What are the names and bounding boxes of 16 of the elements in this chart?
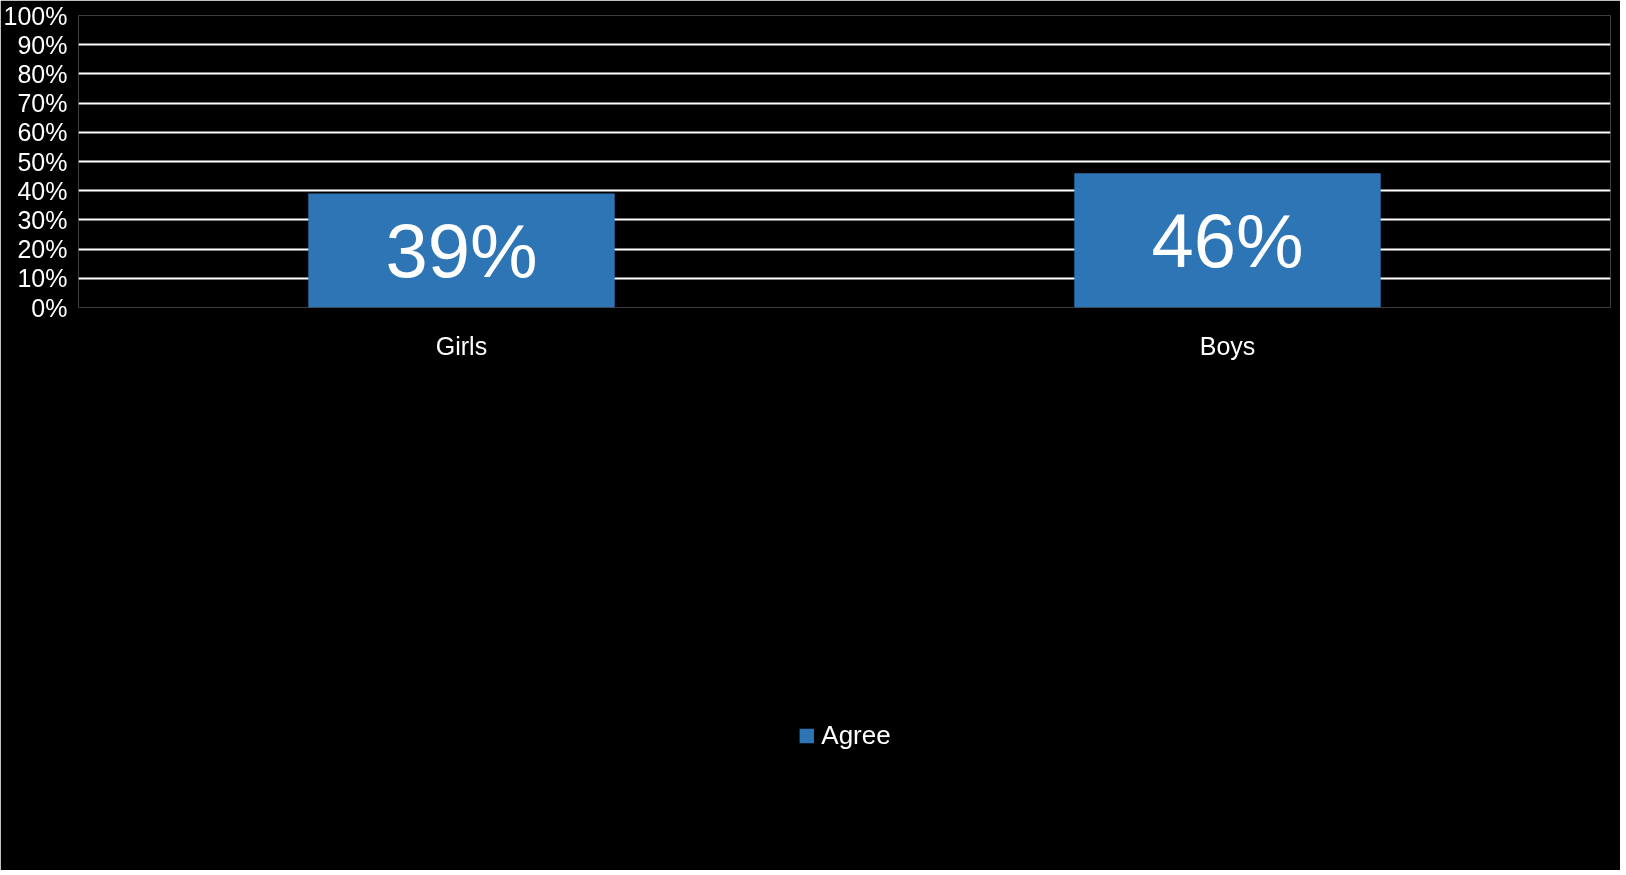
y-tick-label: 60%: [17, 118, 68, 147]
y-tick-label: 0%: [31, 293, 68, 322]
y-tick-label: 90%: [17, 30, 68, 59]
x-tick-label: Girls: [435, 331, 488, 360]
y-tick-label: 10%: [17, 264, 68, 293]
y-tick-label: 50%: [17, 147, 68, 176]
data-label: 46%: [1151, 197, 1304, 283]
y-tick-label: 30%: [17, 205, 68, 234]
x-tick-label: Boys: [1199, 331, 1256, 360]
y-tick-label: 70%: [17, 89, 68, 118]
y-tick-label: 40%: [17, 176, 68, 205]
data-label: 39%: [385, 208, 538, 294]
y-tick-label: 100%: [3, 1, 68, 30]
legend-label: Agree: [821, 719, 891, 751]
y-tick-label: 80%: [17, 59, 68, 88]
y-tick-label: 20%: [17, 235, 68, 264]
